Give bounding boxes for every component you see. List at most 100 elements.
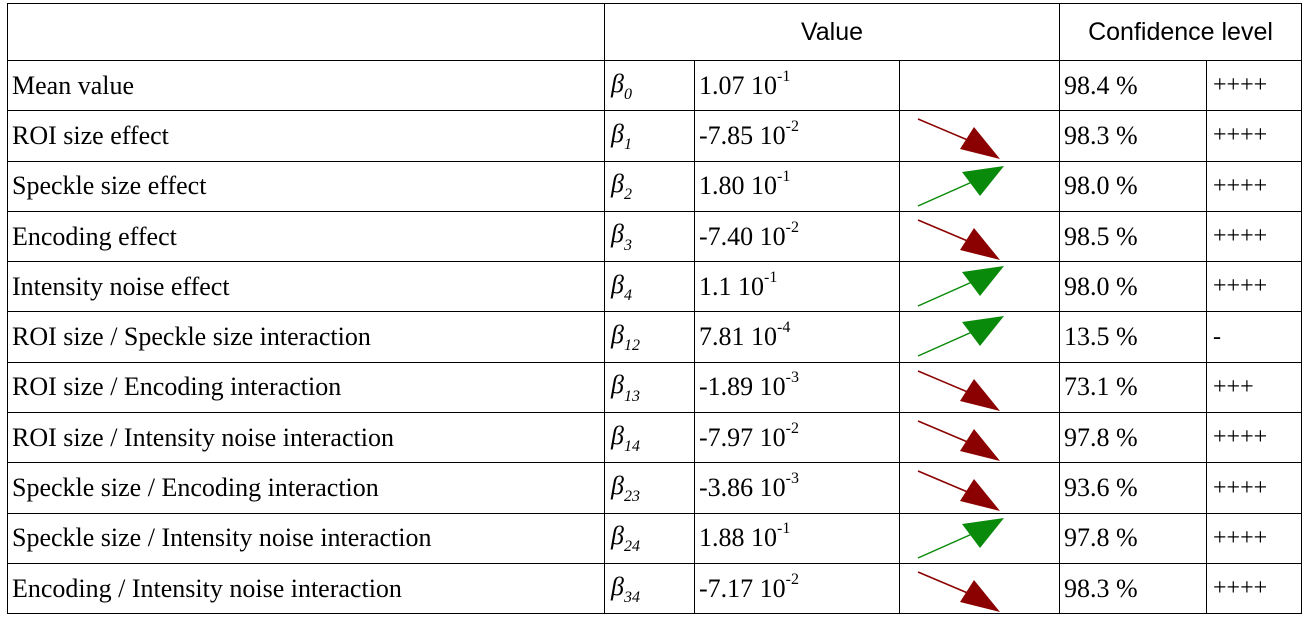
value-exponent: -2 [785, 570, 799, 588]
value-mantissa: 1.1 10 [699, 271, 764, 301]
confidence-value: 93.6 % [1059, 462, 1207, 514]
coefficient-symbol: β23 [604, 462, 695, 514]
arrow-shaft [917, 180, 973, 207]
coefficient-symbol: β4 [604, 261, 695, 313]
effect-name: Encoding effect [7, 210, 605, 263]
significance-value: +++ [1206, 361, 1302, 414]
confidence-value: 98.3 % [1059, 110, 1207, 162]
significance-value: ++++ [1206, 210, 1302, 263]
effect-name-text: ROI size / Intensity noise interaction [12, 422, 394, 452]
table-row: ROI size / Speckle size interaction β12 … [7, 311, 1302, 363]
significance-text: +++ [1213, 373, 1254, 400]
beta-symbol: β [611, 118, 624, 148]
significance-value: ++++ [1206, 160, 1302, 212]
beta-index: 4 [623, 286, 632, 304]
table-row: ROI size / Encoding interaction β13 -1.8… [7, 361, 1302, 414]
effect-name-text: ROI size / Speckle size interaction [12, 322, 371, 352]
coefficient-symbol: β34 [604, 562, 695, 615]
arrow-head [960, 378, 1000, 411]
coefficient-value: -1.89 10-3 [694, 361, 900, 414]
value-mantissa: -7.40 10 [699, 221, 786, 251]
trend-up-arrow-icon [917, 266, 1004, 307]
beta-symbol: β [611, 320, 624, 350]
arrow-shaft [917, 470, 971, 495]
significance-value: ++++ [1206, 562, 1302, 615]
confidence-text: 98.3 % [1064, 573, 1138, 603]
value-exponent: -1 [764, 268, 778, 286]
significance-text: ++++ [1213, 474, 1268, 501]
value-mantissa: -7.97 10 [699, 422, 786, 452]
arrow-head [962, 517, 1004, 548]
trend-arrow-cell [899, 160, 1060, 212]
trend-arrow-cell [899, 562, 1060, 615]
arrow-shaft [917, 532, 973, 559]
value-exponent: -1 [777, 520, 791, 538]
beta-symbol: β [611, 269, 624, 299]
arrow-shaft [917, 331, 973, 358]
effect-name: ROI size / Intensity noise interaction [7, 412, 605, 464]
coefficient-symbol: β13 [604, 361, 695, 414]
beta-index: 12 [623, 337, 640, 355]
coefficient-symbol: β1 [604, 110, 695, 162]
significance-value: ++++ [1206, 59, 1302, 112]
beta-symbol: β [611, 68, 624, 98]
effect-name-text: Encoding / Intensity noise interaction [12, 573, 402, 603]
confidence-text: 97.8 % [1064, 523, 1138, 553]
effect-name: Encoding / Intensity noise interaction [7, 562, 605, 615]
beta-index: 13 [623, 387, 640, 405]
coefficient-value: -7.40 10-2 [694, 210, 900, 263]
value-exponent: -2 [785, 218, 799, 236]
trend-arrow-cell [899, 210, 1060, 263]
confidence-text: 97.8 % [1064, 422, 1138, 452]
significance-text: ++++ [1213, 122, 1268, 149]
trend-arrow-cell [899, 412, 1060, 464]
beta-index: 2 [623, 186, 632, 204]
arrow-head [962, 266, 1004, 297]
value-mantissa: 1.07 10 [699, 70, 777, 100]
beta-symbol: β [611, 470, 624, 500]
table-row: Speckle size / Encoding interaction β23 … [7, 462, 1302, 514]
table-row: Speckle size / Intensity noise interacti… [7, 512, 1302, 564]
confidence-text: 98.3 % [1064, 120, 1138, 150]
effect-name: Speckle size / Intensity noise interacti… [7, 512, 605, 564]
confidence-value: 98.3 % [1059, 562, 1207, 615]
trend-arrow-cell [899, 462, 1060, 514]
effect-name: Mean value [7, 59, 605, 112]
trend-down-arrow-icon [917, 571, 1000, 612]
significance-value: ++++ [1206, 512, 1302, 564]
effect-name: Speckle size effect [7, 160, 605, 212]
trend-arrow-cell [899, 110, 1060, 162]
trend-down-arrow-icon [917, 420, 1000, 462]
beta-index: 14 [623, 437, 640, 455]
table-row: ROI size effect β1 -7.85 10-2 98.3 % +++… [7, 110, 1302, 162]
value-header: Value [604, 3, 1060, 61]
table-row: ROI size / Intensity noise interaction β… [7, 412, 1302, 464]
trend-up-arrow-icon [917, 316, 1004, 358]
confidence-value: 13.5 % [1059, 311, 1207, 363]
confidence-value: 98.0 % [1059, 261, 1207, 313]
arrow-head [960, 127, 1000, 160]
significance-text: ++++ [1213, 524, 1268, 551]
confidence-value: 73.1 % [1059, 361, 1207, 414]
effect-name-text: Speckle size / Encoding interaction [12, 473, 379, 503]
effect-name: Intensity noise effect [7, 261, 605, 313]
confidence-text: 98.4 % [1064, 70, 1138, 100]
trend-arrow-cell [899, 311, 1060, 363]
coefficient-value: -7.97 10-2 [694, 412, 900, 464]
significance-value: - [1206, 311, 1302, 363]
trend-down-arrow-icon [917, 118, 1000, 160]
value-mantissa: 7.81 10 [699, 322, 777, 352]
trend-down-arrow-icon [917, 470, 1000, 512]
effect-name-text: Encoding effect [12, 221, 177, 251]
trend-down-arrow-icon [917, 370, 1000, 411]
table-row: Mean value β0 1.07 10-1 98.4 % ++++ [7, 59, 1302, 112]
arrow-shaft [917, 118, 971, 142]
significance-text: ++++ [1213, 172, 1268, 199]
trend-up-arrow-icon [917, 517, 1004, 559]
effect-name: Speckle size / Encoding interaction [7, 462, 605, 514]
coefficient-symbol: β3 [604, 210, 695, 263]
confidence-text: 98.0 % [1064, 171, 1138, 201]
value-exponent: -3 [785, 470, 799, 488]
effect-name-text: Mean value [12, 70, 135, 100]
confidence-value: 98.0 % [1059, 160, 1207, 212]
